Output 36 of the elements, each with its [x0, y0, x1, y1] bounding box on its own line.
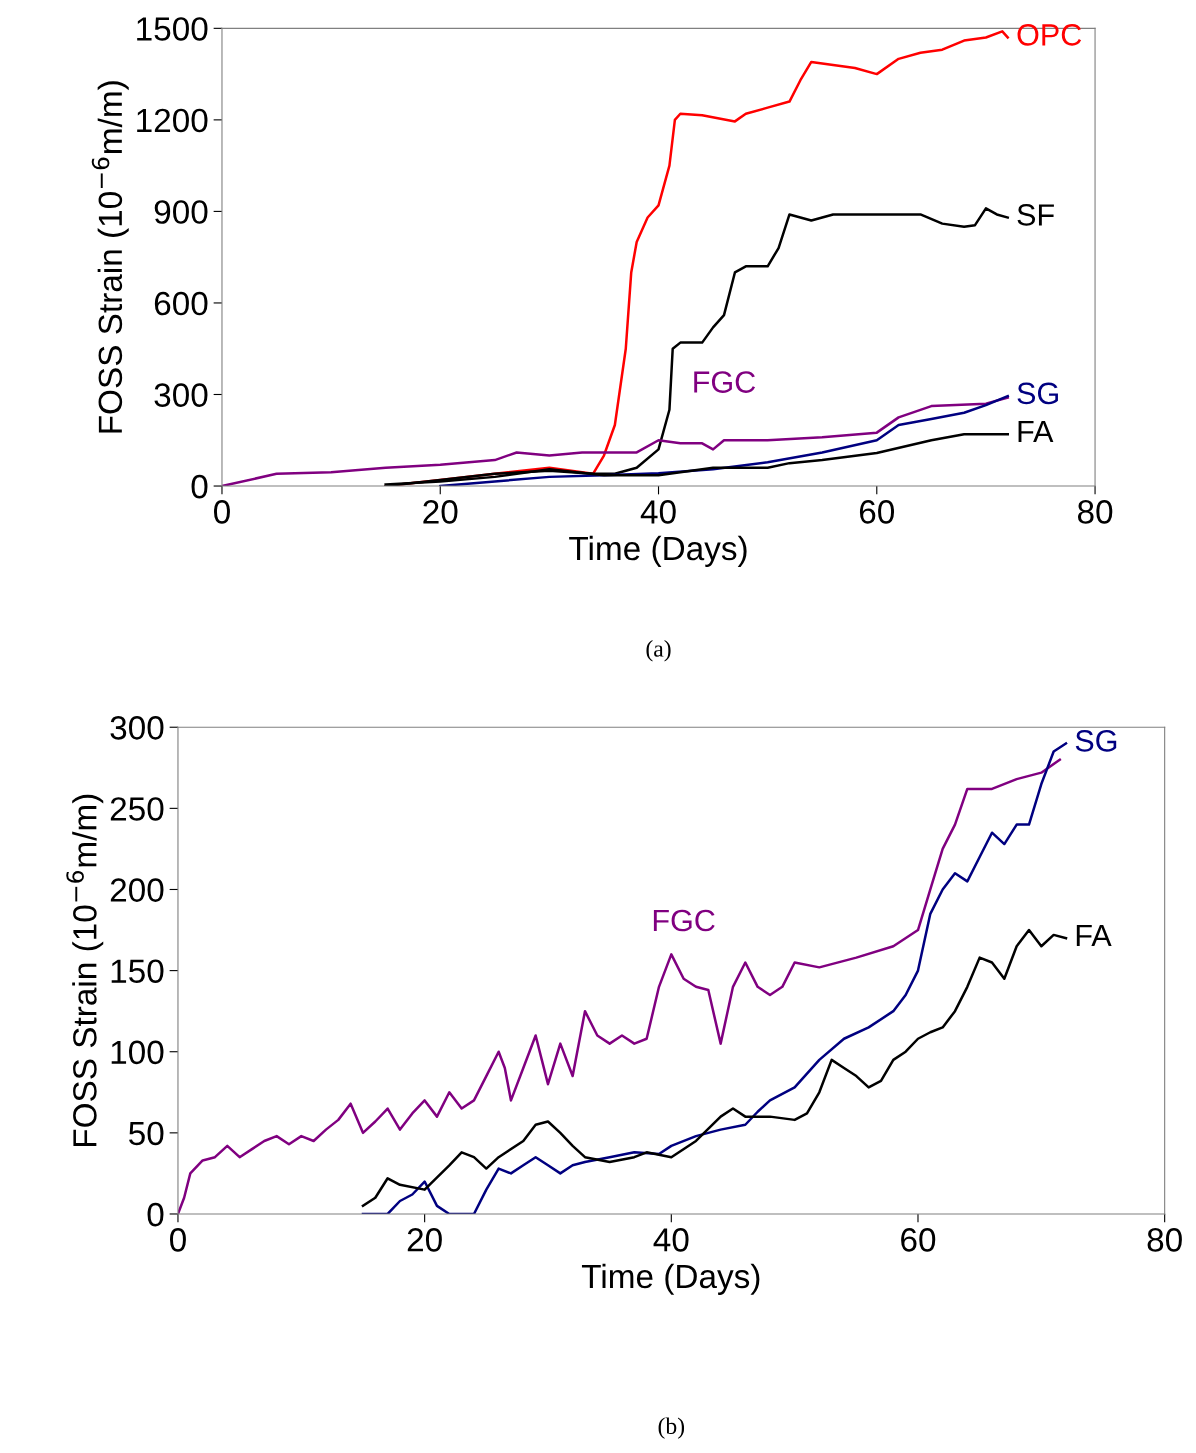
x-tick-label: 20: [407, 1228, 442, 1252]
series-label: FA: [1076, 925, 1112, 947]
y-tick-label: 1200: [137, 108, 208, 133]
y-tick-label: 50: [129, 1121, 164, 1146]
text: (a): [646, 640, 671, 662]
series-label: FA: [1018, 421, 1054, 443]
x-tick-label: 0: [214, 500, 230, 524]
y-tick-label: 0: [191, 474, 208, 499]
x-tick-label: 60: [901, 1228, 936, 1252]
y-tick-label: 600: [154, 291, 208, 316]
series-label: FGC: [694, 371, 756, 393]
text: (b): [658, 1417, 685, 1439]
x-axis-title: Time (Days): [569, 535, 747, 567]
x-tick-label: 80: [1077, 500, 1113, 524]
series-label: FGC: [653, 909, 715, 932]
x-tick-label: 80: [1147, 1228, 1182, 1252]
y-tick-label: 900: [154, 200, 208, 224]
y-tick-label: 100: [111, 1040, 164, 1065]
series-label: SG: [1017, 382, 1058, 405]
y-tick-label: 300: [110, 716, 164, 740]
x-tick-label: 40: [653, 1228, 689, 1252]
x-tick-label: 20: [423, 500, 458, 524]
series-label: SF: [1017, 204, 1054, 226]
x-tick-label: 40: [640, 500, 676, 524]
y-tick-label: 300: [154, 383, 208, 407]
x-tick-label: 60: [859, 500, 895, 524]
y-axis-title: FOSS Strain (10$^{−6}$m/m): [66, 794, 104, 1147]
y-tick-label: 200: [110, 878, 164, 902]
y-tick-label: 250: [110, 797, 164, 821]
y-tick-label: 150: [111, 959, 164, 984]
series-label: SG: [1075, 730, 1117, 752]
y-tick-label: 1500: [137, 17, 208, 41]
y-axis-title: FOSS Strain (10$^{−6}$m/m): [91, 81, 129, 433]
series-label: OPC: [1017, 24, 1082, 46]
x-axis-title: Time (Days): [581, 1263, 760, 1295]
y-tick-label: 0: [147, 1202, 164, 1227]
